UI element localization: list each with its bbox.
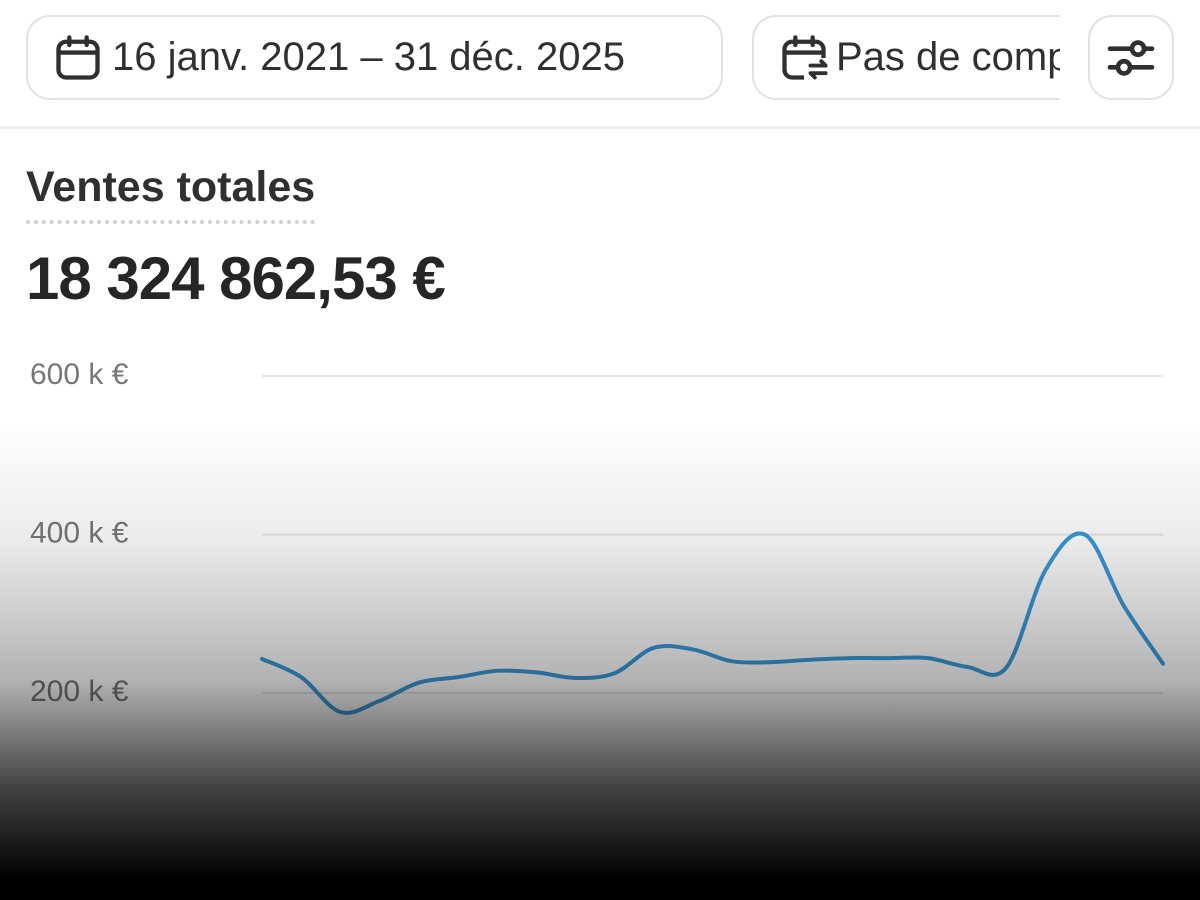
- y-tick-label: 400 k €: [30, 516, 129, 549]
- sales-line: [260, 531, 1165, 715]
- y-tick-label: 600 k €: [30, 358, 129, 391]
- y-tick-label: 200 k €: [30, 675, 129, 708]
